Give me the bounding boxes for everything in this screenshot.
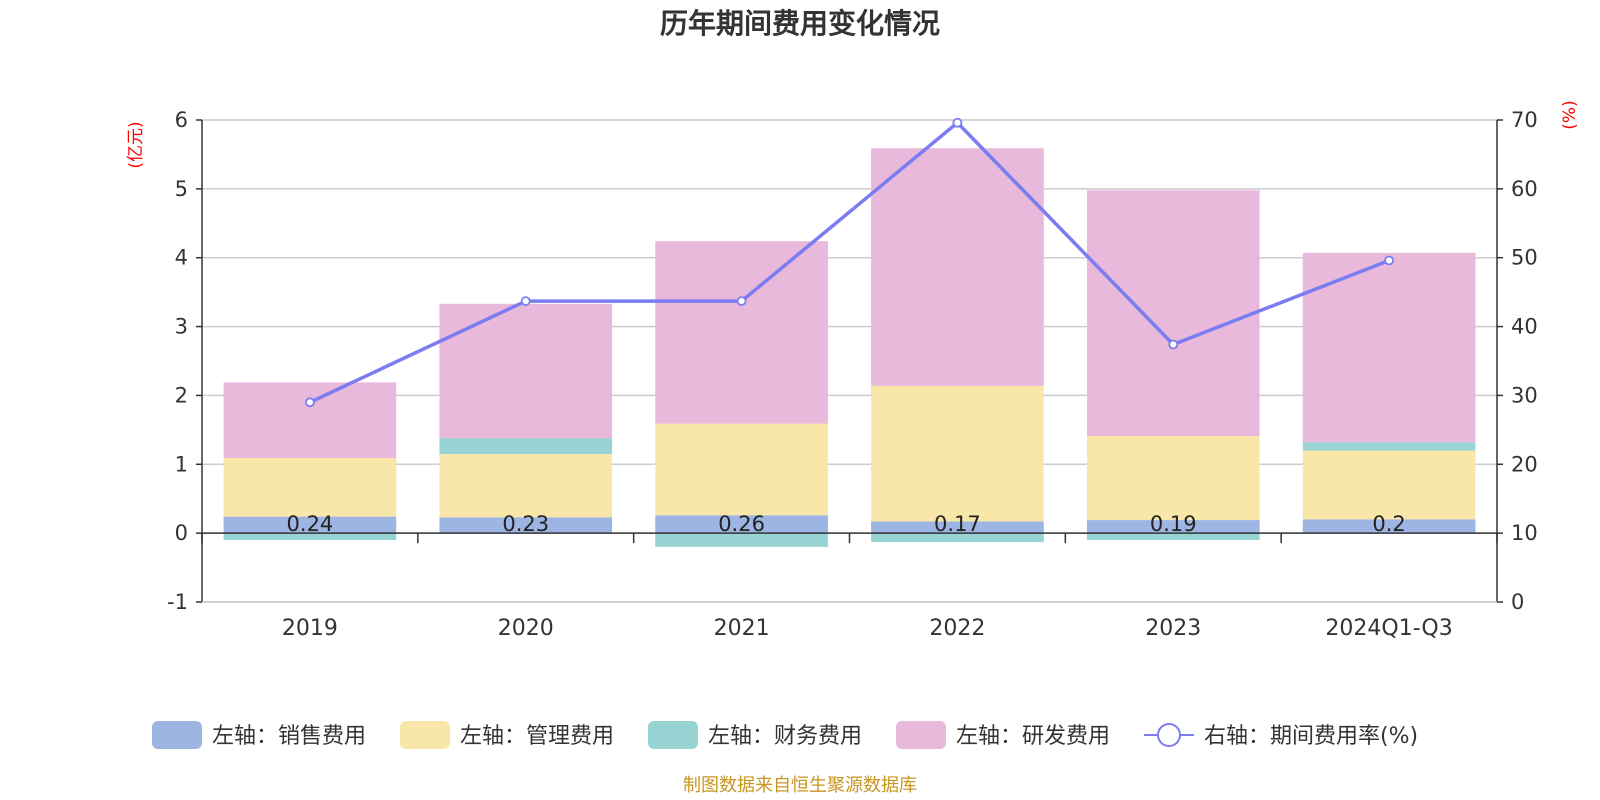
bar: [1086, 190, 1260, 437]
rate-point: [305, 397, 315, 408]
legend-swatch: [896, 721, 946, 749]
bar: [1302, 450, 1476, 520]
rate-point: [1384, 255, 1394, 266]
bar: [871, 533, 1044, 543]
right-tick-label: 0: [1511, 590, 1524, 614]
bar-data-label: 0.26: [718, 512, 765, 536]
bar: [439, 517, 613, 534]
right-tick-label: 60: [1511, 177, 1538, 201]
right-tick-label: 70: [1511, 108, 1538, 132]
bar: [1302, 252, 1476, 443]
rate-point: [736, 296, 747, 306]
legend-label: 左轴：研发费用: [956, 724, 1110, 749]
legend: 左轴：销售费用 左轴：管理费用 左轴：财务费用 左轴：研发费用 右轴：期间费用率(%): [152, 721, 1418, 749]
bar: [871, 385, 1044, 522]
left-tick-label: 5: [175, 177, 188, 201]
x-tick-label: 2023: [1145, 616, 1201, 641]
bar: [223, 382, 397, 459]
left-tick-label: 2: [175, 383, 188, 407]
legend-label: 左轴：财务费用: [708, 724, 862, 749]
x-tick-label: 2024Q1-Q3: [1325, 616, 1452, 641]
rate-point: [1168, 339, 1179, 350]
grid-lines: [202, 119, 1497, 603]
bar: [439, 453, 613, 518]
left-tick-label: 0: [175, 521, 188, 545]
legend-swatch: [400, 721, 450, 749]
x-tick-label: 2021: [714, 616, 770, 641]
bar: [439, 438, 613, 454]
bar: [223, 533, 397, 541]
rate-point: [952, 117, 963, 128]
x-tick-label: 2020: [498, 616, 554, 641]
rate-point: [520, 296, 531, 306]
bar: [655, 423, 828, 516]
legend-label: 左轴：销售费用: [212, 724, 366, 749]
data-labels: 0.24 0.23 0.26 0.17 0.19 0.2: [287, 512, 1406, 536]
bar: [223, 516, 397, 534]
bar: [655, 241, 828, 424]
legend-swatch: [648, 721, 698, 749]
bar-data-label: 0.24: [287, 512, 334, 536]
left-tick-label: 6: [175, 108, 188, 132]
line-series: [305, 117, 1394, 408]
left-tick-label: 4: [175, 246, 188, 270]
left-tick-label: 1: [175, 452, 188, 476]
right-tick-label: 10: [1511, 521, 1538, 545]
chart-title: 历年期间费用变化情况: [660, 7, 940, 40]
bar: [871, 148, 1044, 386]
x-tick-label: 2022: [929, 616, 985, 641]
bar: [655, 515, 828, 534]
right-tick-label: 20: [1511, 452, 1538, 476]
legend-marker: [1157, 723, 1181, 747]
bar: [1302, 442, 1476, 451]
bar: [1086, 520, 1260, 534]
legend-swatch: [152, 721, 202, 749]
bar: [1302, 519, 1476, 534]
right-axis-unit: (%): [1560, 100, 1580, 129]
right-tick-label: 30: [1511, 383, 1538, 407]
x-tick-label: 2019: [282, 616, 338, 641]
bar-data-label: 0.2: [1372, 512, 1405, 536]
legend-label: 右轴：期间费用率(%): [1204, 724, 1418, 749]
bar-series: [223, 148, 1476, 547]
data-source-note: 制图数据来自恒生聚源数据库: [683, 775, 917, 796]
rate-line: [309, 121, 1390, 404]
legend-label: 左轴：管理费用: [460, 724, 614, 749]
left-axis-unit: (亿元): [126, 121, 146, 168]
bar: [1086, 436, 1260, 521]
left-tick-label: -1: [167, 590, 188, 614]
left-tick-label: 3: [175, 315, 188, 339]
bar: [223, 458, 397, 517]
right-tick-label: 40: [1511, 315, 1538, 339]
bar: [439, 303, 613, 439]
bar-data-label: 0.23: [502, 512, 549, 536]
bar: [655, 533, 828, 547]
bar: [1086, 533, 1260, 541]
bar-data-label: 0.17: [934, 512, 981, 536]
right-tick-label: 50: [1511, 246, 1538, 270]
bar-data-label: 0.19: [1150, 512, 1197, 536]
bar: [871, 521, 1044, 534]
